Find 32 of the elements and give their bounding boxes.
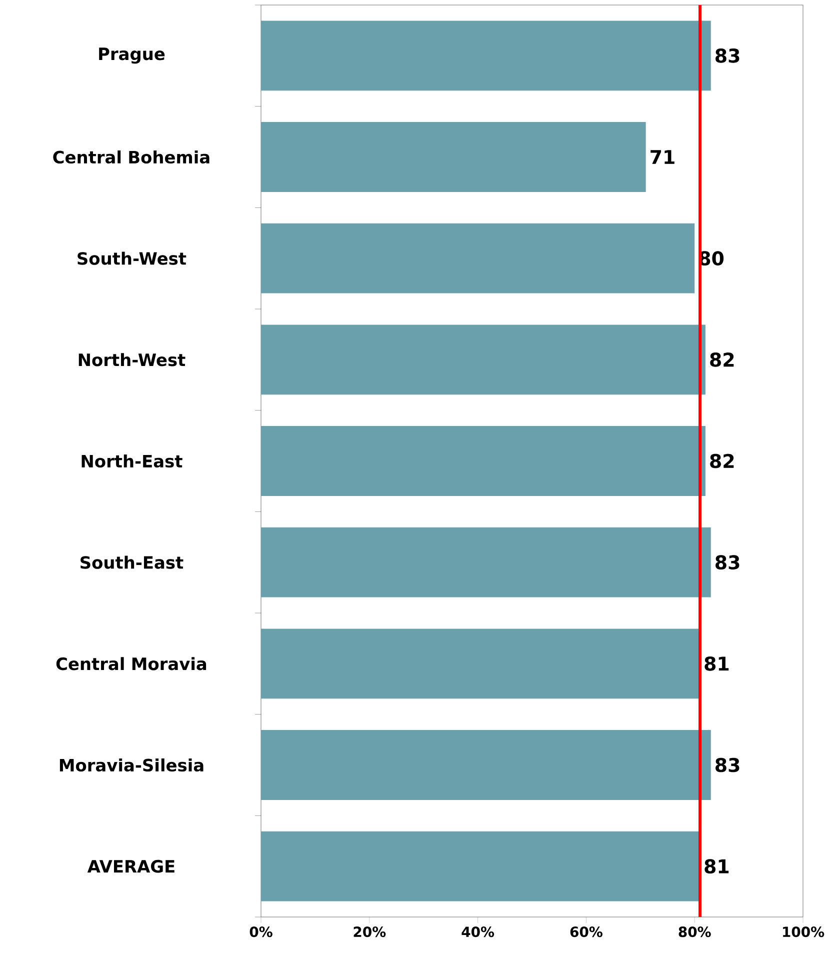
bar xyxy=(261,426,706,496)
y-tick-label: AVERAGE xyxy=(87,860,174,873)
y-tick-label: Central Bohemia xyxy=(53,150,210,164)
bar xyxy=(261,527,711,598)
y-tick-label: South-West xyxy=(78,252,186,265)
x-tick-label: 0% xyxy=(250,926,272,938)
data-label: 83 xyxy=(716,48,740,63)
data-label: 71 xyxy=(650,150,674,164)
bar xyxy=(261,20,711,91)
y-tick-label: South-East xyxy=(80,556,184,569)
bar xyxy=(261,223,695,294)
data-label: 81 xyxy=(704,859,729,874)
bar xyxy=(261,122,646,192)
data-label: 83 xyxy=(716,555,740,570)
y-tick-label: North-East xyxy=(82,454,182,468)
x-tick-label: 20% xyxy=(354,926,386,938)
y-tick-label: Moravia-Silesia xyxy=(60,758,204,772)
data-label: 82 xyxy=(710,352,734,367)
x-tick-label: 40% xyxy=(462,926,494,938)
y-tick-label: Prague xyxy=(99,48,165,64)
bar xyxy=(261,831,700,902)
bar xyxy=(261,730,711,800)
bar xyxy=(261,628,700,699)
x-tick-label: 100% xyxy=(783,926,824,938)
data-label: 83 xyxy=(716,758,740,772)
y-tick-label: Central Moravia xyxy=(56,657,206,670)
x-tick-label: 60% xyxy=(570,926,602,938)
data-label: 82 xyxy=(710,454,734,468)
bar xyxy=(261,324,706,395)
x-tick-label: 80% xyxy=(678,926,711,938)
data-label: 81 xyxy=(704,656,729,671)
y-tick-label: North-West xyxy=(78,353,186,366)
